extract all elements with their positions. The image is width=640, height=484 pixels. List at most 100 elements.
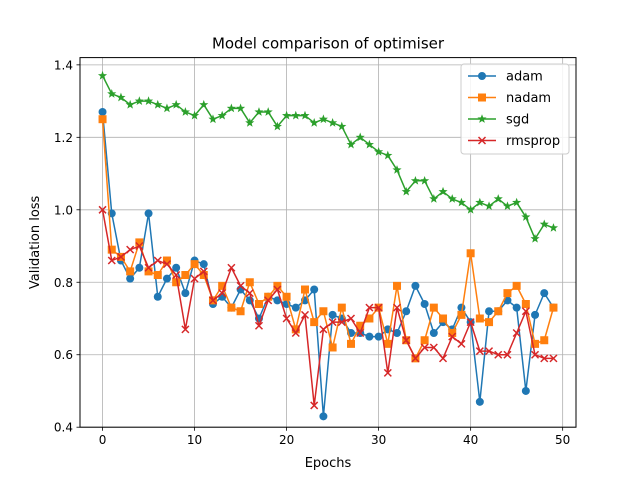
data-point-sgd xyxy=(143,96,154,105)
data-point-sgd xyxy=(346,139,356,149)
data-point-adam xyxy=(402,307,411,316)
data-point-sgd xyxy=(512,197,522,207)
data-point-rmsprop xyxy=(429,343,438,352)
legend-label: adam xyxy=(506,70,543,85)
data-point-sgd xyxy=(291,110,301,120)
data-point-rmsprop xyxy=(540,354,549,363)
data-point-nadam xyxy=(172,278,181,287)
data-point-sgd xyxy=(134,96,144,105)
x-tick-label: 30 xyxy=(371,433,386,447)
data-point-nadam xyxy=(310,318,319,327)
data-point-nadam xyxy=(448,328,457,337)
data-point-rmsprop xyxy=(153,256,162,265)
data-point-adam xyxy=(393,328,402,337)
data-point-nadam xyxy=(540,336,549,345)
data-point-rmsprop xyxy=(310,401,319,410)
data-point-nadam xyxy=(549,303,558,312)
data-point-rmsprop xyxy=(392,303,402,312)
data-point-sgd xyxy=(502,201,513,211)
data-point-nadam xyxy=(126,267,135,276)
legend-item-rmsprop: rmsprop xyxy=(468,134,560,149)
data-point-rmsprop xyxy=(264,296,273,305)
data-point-nadam xyxy=(439,314,448,323)
y-axis-label: Validation loss xyxy=(28,195,43,289)
data-point-nadam xyxy=(282,292,291,301)
legend-label: rmsprop xyxy=(506,134,560,149)
data-point-rmsprop xyxy=(356,328,365,338)
legend-marker xyxy=(477,136,487,145)
data-point-rmsprop xyxy=(531,350,540,359)
data-point-sgd xyxy=(263,107,273,116)
data-point-rmsprop xyxy=(512,328,521,338)
data-point-rmsprop xyxy=(337,318,346,327)
data-point-sgd xyxy=(530,233,540,243)
data-point-adam xyxy=(411,281,420,290)
data-point-nadam xyxy=(181,271,190,280)
data-point-sgd xyxy=(420,176,430,185)
data-point-sgd xyxy=(429,194,439,203)
data-point-sgd xyxy=(254,107,264,116)
data-point-nadam xyxy=(512,281,521,290)
data-point-rmsprop xyxy=(521,307,530,316)
data-point-adam xyxy=(540,289,549,298)
data-point-nadam xyxy=(383,339,392,348)
data-point-sgd xyxy=(107,89,117,98)
x-tick-label: 50 xyxy=(555,433,570,447)
series-sgd xyxy=(97,70,559,243)
y-tick-label: 0.6 xyxy=(54,348,73,362)
data-point-nadam xyxy=(319,307,328,316)
legend-entries: adam nadam sgd rmsprop xyxy=(468,70,560,149)
data-point-adam xyxy=(485,307,494,316)
data-point-rmsprop xyxy=(494,350,503,359)
data-point-rmsprop xyxy=(172,270,181,280)
data-point-rmsprop xyxy=(457,339,466,348)
data-point-rmsprop xyxy=(300,310,310,319)
data-point-nadam xyxy=(190,260,199,269)
data-point-adam xyxy=(531,310,540,319)
data-point-adam xyxy=(126,274,135,283)
data-point-adam xyxy=(162,274,171,283)
data-point-rmsprop xyxy=(291,328,300,338)
data-point-nadam xyxy=(485,318,494,327)
data-point-rmsprop xyxy=(236,281,245,290)
data-point-sgd xyxy=(309,118,319,127)
data-point-rmsprop xyxy=(346,314,356,323)
data-point-adam xyxy=(374,332,383,341)
data-point-rmsprop xyxy=(126,245,135,254)
data-point-sgd xyxy=(484,201,494,211)
data-point-rmsprop xyxy=(107,256,116,265)
data-point-sgd xyxy=(236,103,246,113)
data-point-adam xyxy=(98,107,107,116)
data-point-rmsprop xyxy=(199,267,208,276)
data-point-nadam xyxy=(475,314,484,323)
data-point-nadam xyxy=(227,303,236,312)
y-tick-label: 0.8 xyxy=(54,276,73,290)
data-point-nadam xyxy=(365,314,374,323)
data-point-nadam xyxy=(328,343,337,352)
x-axis-label: Epochs xyxy=(305,456,352,471)
data-point-sgd xyxy=(383,150,393,160)
data-point-adam xyxy=(153,292,162,301)
data-point-nadam xyxy=(466,249,475,258)
data-point-sgd xyxy=(116,92,126,102)
legend-item-nadam: nadam xyxy=(468,91,551,106)
data-point-sgd xyxy=(190,110,200,120)
data-point-nadam xyxy=(153,271,162,280)
data-point-rmsprop xyxy=(218,289,227,298)
data-point-nadam xyxy=(107,245,116,254)
data-point-nadam xyxy=(245,278,254,287)
data-point-rmsprop xyxy=(328,318,337,327)
plot-frame xyxy=(79,57,577,428)
data-point-nadam xyxy=(264,292,273,301)
data-point-nadam xyxy=(521,300,530,308)
data-point-nadam xyxy=(144,267,153,276)
data-point-sgd xyxy=(162,103,172,113)
data-point-adam xyxy=(429,328,438,337)
data-point-nadam xyxy=(236,307,245,316)
data-point-adam xyxy=(273,296,282,305)
data-point-adam xyxy=(135,263,144,272)
series-line-adam xyxy=(101,111,555,418)
y-tick-label: 0.4 xyxy=(54,421,73,435)
data-point-rmsprop xyxy=(383,368,392,377)
